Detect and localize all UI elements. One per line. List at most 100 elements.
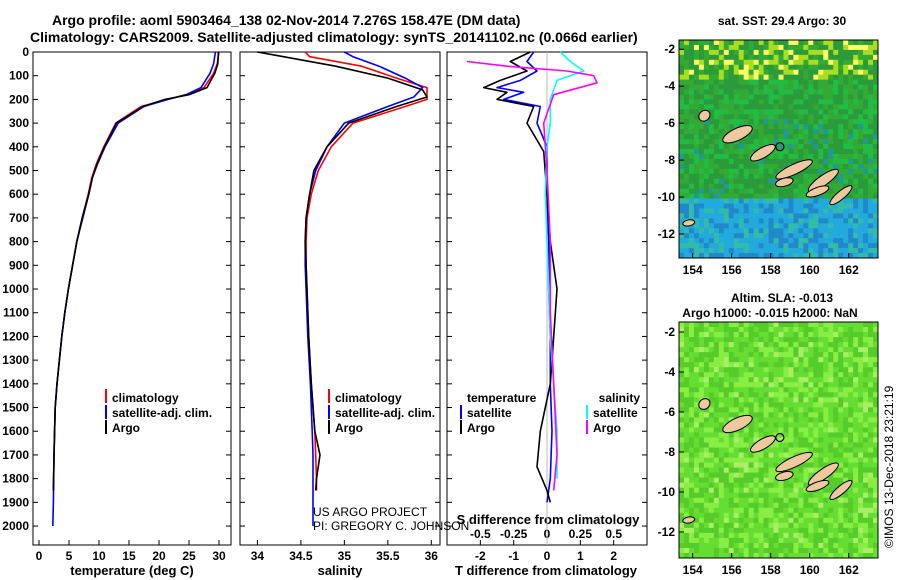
sst-map-cell — [763, 99, 769, 105]
sla-map-cell — [688, 422, 695, 428]
sst-map-cell — [723, 158, 730, 165]
sst-map-cell — [828, 119, 834, 125]
sla-map-cell — [683, 397, 690, 403]
sst-map-cell — [753, 198, 759, 204]
sla-map-cell — [703, 357, 710, 363]
sst-map-cell — [743, 203, 750, 209]
sla-map-cell — [693, 537, 700, 544]
sst-map-cell — [813, 54, 819, 61]
sla-map-cell — [708, 542, 715, 549]
sla-map-cell — [713, 532, 720, 539]
sla-map-cell — [698, 497, 705, 504]
sst-map-cell — [843, 89, 849, 95]
sla-map-cell — [698, 482, 705, 489]
sst-map-cell — [718, 69, 725, 76]
sla-map-cell — [718, 547, 725, 554]
sst-map-cell — [818, 248, 824, 254]
sst-map-cell — [733, 124, 740, 130]
sla-map-cell — [708, 357, 715, 363]
sla-map-cell — [833, 472, 839, 479]
sla-map-cell — [743, 362, 750, 368]
sst-map-cell — [843, 248, 849, 254]
sla-map-cell — [853, 367, 859, 373]
sst-map-cell — [868, 178, 874, 185]
sla-map-cell — [753, 492, 759, 499]
sst-map-cell — [873, 238, 878, 244]
sla-map-cell — [868, 472, 874, 479]
sla-map-cell — [713, 382, 720, 388]
sst-map-cell — [683, 84, 690, 90]
sla-map-cell — [803, 437, 809, 443]
sst-map-cell — [798, 139, 804, 145]
sla-map-cell — [788, 352, 794, 358]
sla-map-cell — [783, 547, 789, 554]
sst-map-cell — [793, 158, 799, 165]
sst-map-cell — [788, 104, 794, 110]
sla-map-cell — [848, 517, 854, 524]
sst-map-cell — [818, 158, 824, 165]
sla-map-cell — [733, 482, 740, 489]
salinity-panel-frame — [239, 51, 441, 546]
sst-map-cell — [698, 119, 705, 125]
sst-map-cell — [693, 168, 700, 175]
sst-map-cell — [728, 213, 735, 219]
sst-map-cell — [698, 79, 705, 85]
sst-map-cell — [708, 144, 715, 150]
sst-map-cell — [733, 139, 740, 145]
sla-map-cell — [798, 347, 804, 353]
sla-map-cell — [723, 377, 730, 383]
sla-map-cell — [793, 417, 799, 423]
sla-map-cell — [813, 327, 819, 333]
sst-map-cell — [798, 144, 804, 150]
sla-map-cell — [803, 477, 809, 484]
sst-map-cell — [703, 69, 710, 76]
sla-map-cell — [838, 352, 844, 358]
sst-map-cell — [743, 183, 750, 190]
sla-map-cell — [813, 427, 819, 433]
sla-map-cell — [788, 477, 794, 484]
sst-map-cell — [818, 54, 824, 61]
sst-map-cell — [718, 253, 725, 258]
sla-map-cell — [788, 432, 794, 438]
sst-map-cell — [743, 168, 750, 175]
sst-map-cell — [753, 119, 759, 125]
sst-map-cell — [703, 233, 710, 239]
sla-map-cell — [808, 407, 814, 413]
sla-map-cell — [778, 337, 784, 343]
sla-map-cell — [853, 347, 859, 353]
sla-map-cell — [843, 432, 849, 438]
sla-map-cell — [823, 522, 829, 529]
sla-map-cell — [708, 442, 715, 448]
sst-map-cell — [683, 183, 690, 190]
sst-map-cell — [683, 99, 690, 105]
sst-map-cell — [733, 44, 740, 51]
sla-map-cell — [683, 347, 690, 353]
sla-map-cell — [733, 397, 740, 403]
sla-map-cell — [758, 407, 764, 413]
sla-map-cell — [843, 527, 849, 534]
sla-map-cell — [808, 522, 814, 529]
sla-map-cell — [718, 447, 725, 453]
sst-map-cell — [813, 203, 819, 209]
sla-map-cell — [743, 357, 750, 363]
sla-map-cell — [708, 337, 715, 343]
sla-map-cell — [873, 402, 878, 408]
sst-map-cell — [858, 183, 864, 190]
sla-map-cell — [753, 487, 759, 494]
sst-map-cell — [763, 104, 769, 110]
sla-map-cell — [708, 412, 715, 418]
sla-map-cell — [833, 387, 839, 393]
sla-map-cell — [838, 427, 844, 433]
sst-map-cell — [703, 203, 710, 209]
sst-map-cell — [753, 89, 759, 95]
sla-map-cell — [828, 422, 834, 428]
sst-map-cell — [783, 109, 789, 115]
depth-tick-label: 800 — [9, 235, 29, 249]
sst-map-cell — [758, 139, 764, 145]
sst-map-cell — [768, 89, 774, 95]
sst-map-cell — [823, 208, 829, 214]
sla-map-cell — [873, 502, 878, 509]
sla-map-cell — [818, 502, 824, 509]
sst-map-cell — [688, 144, 695, 150]
sst-map-cell — [848, 139, 854, 145]
